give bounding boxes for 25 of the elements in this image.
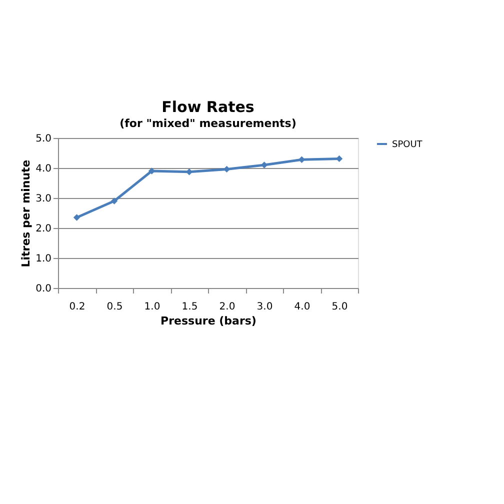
- chart-title: Flow Rates: [162, 98, 254, 116]
- x-tick-label: 1.5: [182, 302, 198, 312]
- point: [298, 156, 306, 163]
- x-tick-label: 0.5: [106, 302, 123, 312]
- y-tick-label: 3.0: [36, 194, 52, 204]
- x-tick-label: 2.0: [219, 302, 236, 312]
- y-tick-label: 4.0: [36, 164, 52, 174]
- point: [260, 162, 268, 168]
- y-tick-label: 1.0: [36, 254, 52, 264]
- point: [110, 198, 118, 204]
- point: [223, 166, 230, 173]
- x-tick-label: 1.0: [144, 302, 160, 312]
- y-tick-label: 5.0: [36, 134, 52, 144]
- y-tick-label: 0.0: [36, 284, 52, 294]
- y-tick-label: 2.0: [36, 224, 52, 234]
- legend-label: SPOUT: [392, 140, 423, 150]
- x-axis-title: Pressure (bars): [160, 314, 256, 328]
- x-tick-label: 5.0: [332, 302, 348, 312]
- x-tick-label: 3.0: [256, 302, 273, 312]
- point: [73, 214, 80, 221]
- chart-subtitle: (for "mixed" measurements): [120, 117, 296, 130]
- y-axis-title: Litres per minute: [20, 160, 33, 268]
- point: [336, 155, 343, 162]
- x-tick-label: 0.2: [69, 302, 86, 312]
- x-tick-label: 4.0: [294, 302, 310, 312]
